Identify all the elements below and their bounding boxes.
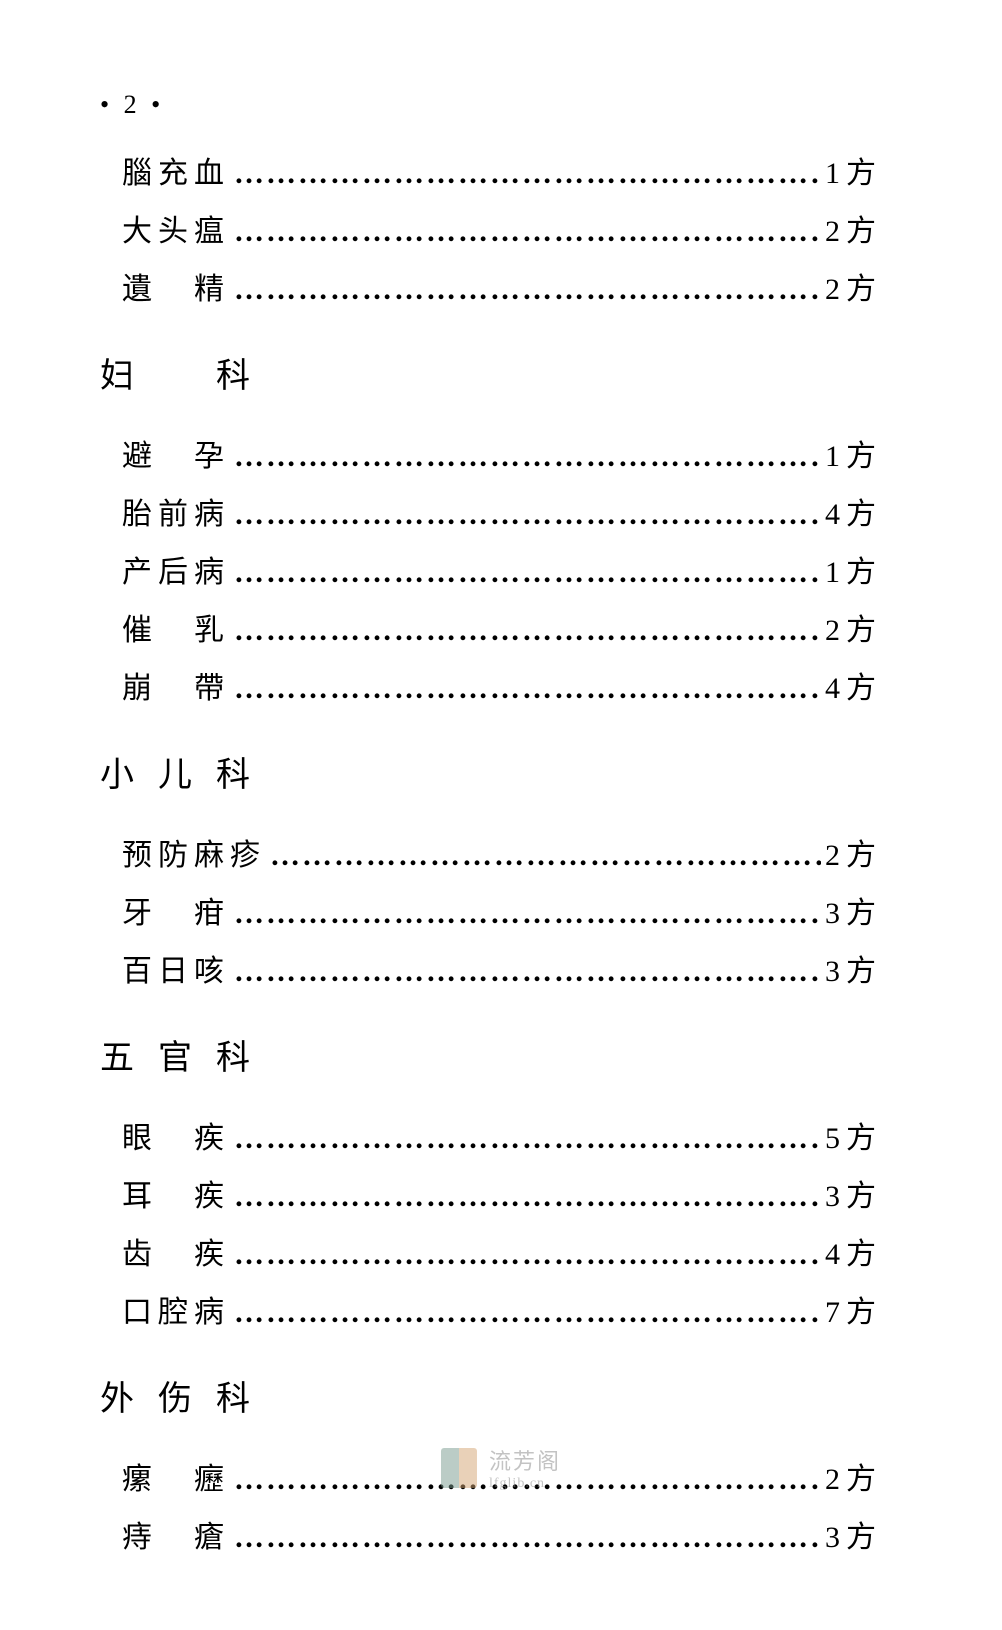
toc-dots: ………………………………………………… <box>234 614 821 648</box>
toc-term: 预防麻疹 <box>122 830 266 874</box>
toc-term: 耳 疾 <box>122 1171 230 1215</box>
toc-term: 避 孕 <box>122 431 230 475</box>
section-heading: 小儿科 <box>100 747 882 796</box>
toc-dots: ………………………………………………… <box>234 273 821 307</box>
toc-count: 3方 <box>825 1512 882 1556</box>
watermark-text: 流芳阁 lfglib.cn <box>489 1444 561 1492</box>
toc-term: 眼 疾 <box>122 1113 230 1157</box>
toc-term: 百日咳 <box>122 946 230 990</box>
toc-count: 2方 <box>825 1454 882 1498</box>
toc-entry: 崩 帶…………………………………………………4方 <box>100 663 882 707</box>
toc-count: 3方 <box>825 946 882 990</box>
toc-entry: 产后病…………………………………………………1方 <box>100 547 882 591</box>
toc-count: 3方 <box>825 888 882 932</box>
toc-count: 3方 <box>825 1171 882 1215</box>
toc-dots: ………………………………………………… <box>234 498 821 532</box>
toc-dots: ………………………………………………… <box>270 839 821 873</box>
toc-entry: 牙 疳…………………………………………………3方 <box>100 888 882 932</box>
toc-dots: ………………………………………………… <box>234 157 821 191</box>
toc-dots: ………………………………………………… <box>234 1238 821 1272</box>
page-number: • 2 • <box>100 90 882 120</box>
toc-count: 1方 <box>825 547 882 591</box>
toc-entry: 大头瘟…………………………………………………2方 <box>100 206 882 250</box>
toc-term: 痔 瘡 <box>122 1512 230 1556</box>
toc-count: 1方 <box>825 148 882 192</box>
toc-term: 牙 疳 <box>122 888 230 932</box>
watermark: 流芳阁 lfglib.cn <box>441 1444 561 1492</box>
section-heading: 妇 科 <box>100 348 882 397</box>
toc-term: 口腔病 <box>122 1287 230 1331</box>
toc-dots: ………………………………………………… <box>234 897 821 931</box>
toc-term: 产后病 <box>122 547 230 591</box>
toc-dots: ………………………………………………… <box>234 215 821 249</box>
toc-entry: 百日咳…………………………………………………3方 <box>100 946 882 990</box>
toc-dots: ………………………………………………… <box>234 440 821 474</box>
toc-count: 2方 <box>825 830 882 874</box>
toc-entry: 眼 疾…………………………………………………5方 <box>100 1113 882 1157</box>
toc-term: 腦充血 <box>122 148 230 192</box>
toc-dots: ………………………………………………… <box>234 672 821 706</box>
toc-dots: ………………………………………………… <box>234 955 821 989</box>
toc-term: 瘰 癧 <box>122 1454 230 1498</box>
toc-entry: 预防麻疹…………………………………………………2方 <box>100 830 882 874</box>
toc-term: 遺 精 <box>122 264 230 308</box>
toc-dots: ………………………………………………… <box>234 556 821 590</box>
toc-dots: ………………………………………………… <box>234 1180 821 1214</box>
toc-count: 2方 <box>825 605 882 649</box>
toc-count: 4方 <box>825 1229 882 1273</box>
toc-term: 崩 帶 <box>122 663 230 707</box>
toc-entry: 遺 精…………………………………………………2方 <box>100 264 882 308</box>
toc-count: 1方 <box>825 431 882 475</box>
watermark-book-icon <box>441 1448 477 1488</box>
toc-entry: 耳 疾…………………………………………………3方 <box>100 1171 882 1215</box>
page-container: • 2 • 腦充血…………………………………………………1方大头瘟…………………… <box>0 0 1002 1630</box>
sections-container: 妇 科避 孕…………………………………………………1方胎前病…………………………… <box>100 348 882 1556</box>
toc-entry: 齿 疾…………………………………………………4方 <box>100 1229 882 1273</box>
toc-entry: 催 乳…………………………………………………2方 <box>100 605 882 649</box>
section-heading: 五官科 <box>100 1030 882 1079</box>
toc-count: 4方 <box>825 489 882 533</box>
toc-count: 4方 <box>825 663 882 707</box>
toc-count: 7方 <box>825 1287 882 1331</box>
toc-dots: ………………………………………………… <box>234 1122 821 1156</box>
toc-entry: 胎前病…………………………………………………4方 <box>100 489 882 533</box>
toc-dots: ………………………………………………… <box>234 1521 821 1555</box>
toc-entry: 避 孕…………………………………………………1方 <box>100 431 882 475</box>
toc-count: 2方 <box>825 206 882 250</box>
initial-entries-block: 腦充血…………………………………………………1方大头瘟…………………………………… <box>100 148 882 308</box>
toc-dots: ………………………………………………… <box>234 1296 821 1330</box>
watermark-main-text: 流芳阁 <box>489 1444 561 1476</box>
toc-entry: 口腔病…………………………………………………7方 <box>100 1287 882 1331</box>
toc-entry: 腦充血…………………………………………………1方 <box>100 148 882 192</box>
toc-term: 大头瘟 <box>122 206 230 250</box>
toc-count: 2方 <box>825 264 882 308</box>
section-heading: 外伤科 <box>100 1371 882 1420</box>
watermark-sub-text: lfglib.cn <box>489 1476 561 1492</box>
toc-term: 催 乳 <box>122 605 230 649</box>
toc-count: 5方 <box>825 1113 882 1157</box>
toc-entry: 痔 瘡…………………………………………………3方 <box>100 1512 882 1556</box>
toc-term: 齿 疾 <box>122 1229 230 1273</box>
toc-term: 胎前病 <box>122 489 230 533</box>
